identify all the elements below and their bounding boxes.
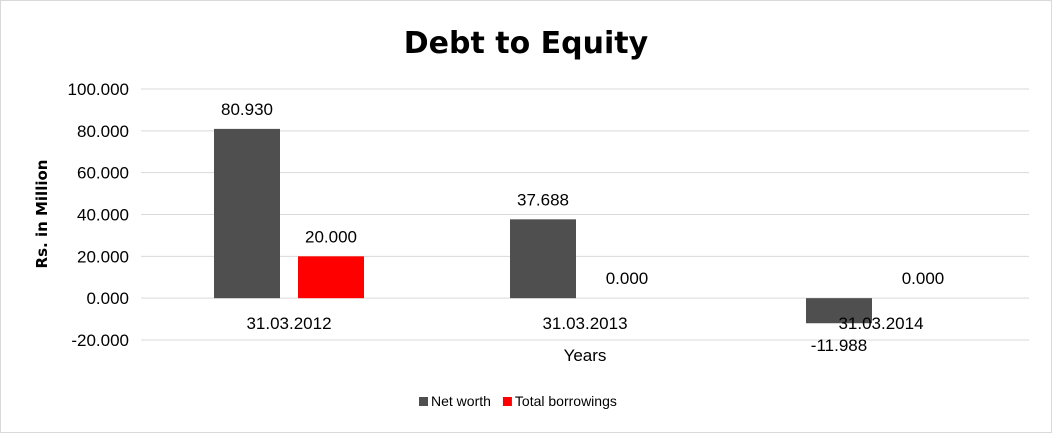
legend-label: Total borrowings [515,393,617,409]
x-category-label: 31.03.2014 [838,314,923,333]
y-tick-label: -20.000 [71,331,129,350]
data-label: 80.930 [221,100,273,119]
data-label: 37.688 [517,190,569,209]
y-axis-title: Rs. in Million [33,160,51,269]
data-label: 20.000 [305,227,357,246]
chart-title: Debt to Equity [404,26,649,61]
x-axis-title: Years [564,346,607,365]
data-label: -11.988 [811,336,867,355]
y-tick-label: 40.000 [77,206,129,225]
y-tick-label: 80.000 [77,122,129,141]
y-tick-label: 0.000 [86,289,129,308]
legend-swatch [419,397,428,406]
x-category-label: 31.03.2012 [246,314,331,333]
bar-net-worth [510,219,576,299]
y-tick-label: 20.000 [77,247,129,266]
legend-swatch [502,397,512,406]
x-category-label: 31.03.2013 [542,314,627,333]
legend-label: Net worth [431,393,491,409]
bar-total-borrowings [298,256,364,299]
data-label: 0.000 [902,269,945,288]
bar-net-worth [806,298,872,324]
y-tick-label: 100.000 [68,80,129,99]
bar-net-worth [214,128,280,299]
y-tick-label: 60.000 [77,164,129,183]
data-label: 0.000 [606,269,649,288]
